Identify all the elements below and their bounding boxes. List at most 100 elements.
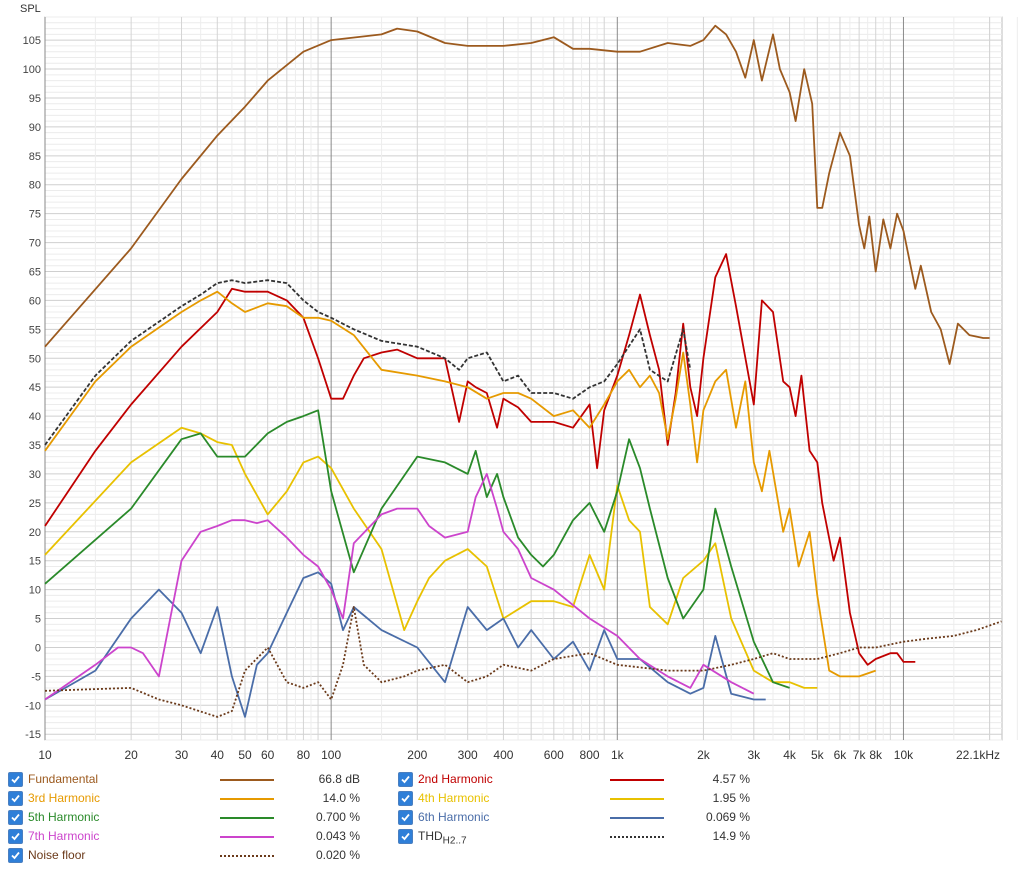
- series-thd-line: [44, 279, 692, 446]
- legend-value: 4.57 %: [712, 772, 750, 786]
- y-tick-label: -10: [25, 700, 41, 712]
- legend-value: 14.0 %: [322, 791, 360, 805]
- legend-item-2nd-harmonic[interactable]: 2nd Harmonic 4.57 %: [398, 770, 778, 789]
- y-tick-label: 85: [29, 151, 41, 163]
- legend-value: 66.8 dB: [318, 772, 360, 786]
- legend-swatch: [610, 817, 664, 819]
- y-tick-label: 60: [29, 295, 41, 307]
- x-tick-label: 5k: [811, 748, 825, 762]
- y-tick-label: 100: [23, 64, 41, 76]
- legend-label-subscript: H2..7: [442, 835, 467, 847]
- y-tick-labels: -15 -10 -5 0 5 10 15 20 25 30 35 40 45 50 55 60 65 70 75 80…: [23, 35, 41, 741]
- legend-label: 2nd Harmonic: [418, 772, 493, 786]
- y-tick-label: 30: [29, 469, 41, 481]
- y-tick-label: 75: [29, 209, 41, 221]
- y-tick-label: 90: [29, 122, 41, 134]
- y-tick-label: 65: [29, 266, 41, 278]
- x-tick-label: 8k: [869, 748, 883, 762]
- y-tick-label: 25: [29, 498, 41, 510]
- frequency-response-chart: SPL -15 -10 -5 0 5 10 15 20 25 30 35 40 45 50 55 60 65 70…: [20, 3, 1018, 762]
- legend-swatch: [220, 817, 274, 819]
- legend-swatch: [220, 779, 274, 781]
- legend: Fundamental 66.8 dB 2nd Harmonic 4.57 % 3rd …: [0, 764, 1024, 864]
- x-tick-label: 80: [297, 748, 311, 762]
- legend-value: 0.700 %: [315, 810, 360, 824]
- checkbox-checked-icon[interactable]: [398, 829, 413, 844]
- x-tick-labels: 10 20 30 40 50 60 80 100 200 300 400 600 800 1k 2k 3k 4k…: [38, 748, 1000, 762]
- x-tick-label: 100: [321, 748, 341, 762]
- legend-value: 0.020 %: [315, 848, 360, 862]
- legend-label: Fundamental: [28, 772, 99, 786]
- checkbox-checked-icon[interactable]: [8, 810, 23, 825]
- legend-item-thd[interactable]: THDH2..7 14.9 %: [398, 827, 778, 846]
- y-tick-label: 95: [29, 93, 41, 105]
- checkbox-checked-icon[interactable]: [398, 772, 413, 787]
- legend-label: 6th Harmonic: [418, 810, 490, 824]
- x-tick-label: 2k: [697, 748, 711, 762]
- y-tick-label: 10: [29, 585, 41, 597]
- x-tick-label: 40: [211, 748, 225, 762]
- checkbox-checked-icon[interactable]: [8, 848, 23, 863]
- series-6th-harmonic-line: [44, 571, 766, 718]
- checkbox-checked-icon[interactable]: [8, 772, 23, 787]
- legend-label: 7th Harmonic: [28, 829, 100, 843]
- x-tick-label: 4k: [783, 748, 797, 762]
- x-tick-label: 60: [261, 748, 275, 762]
- x-tick-label: 10: [38, 748, 52, 762]
- x-tick-label: 7k: [853, 748, 867, 762]
- x-tick-label: 1k: [611, 748, 625, 762]
- y-tick-label: 45: [29, 382, 41, 394]
- plot-area: [44, 16, 1003, 741]
- legend-value: 0.043 %: [315, 829, 360, 843]
- y-tick-label: -5: [31, 671, 41, 683]
- y-tick-label: 50: [29, 353, 41, 365]
- legend-swatch: [610, 798, 664, 800]
- y-tick-label: 5: [35, 614, 41, 626]
- y-tick-label: 55: [29, 324, 41, 336]
- x-tick-label: 200: [407, 748, 427, 762]
- series-fundamental-line: [44, 24, 990, 365]
- y-tick-label: 0: [35, 642, 41, 654]
- legend-swatch: [220, 836, 274, 838]
- y-tick-label: 40: [29, 411, 41, 423]
- legend-swatch: [220, 855, 274, 857]
- x-tick-label: 300: [458, 748, 478, 762]
- y-tick-label: 70: [29, 238, 41, 250]
- legend-item-noise-floor[interactable]: Noise floor 0.020 %: [8, 846, 388, 865]
- legend-item-4th-harmonic[interactable]: 4th Harmonic 1.95 %: [398, 789, 778, 808]
- legend-item-5th-harmonic[interactable]: 5th Harmonic 0.700 %: [8, 808, 388, 827]
- legend-item-fundamental[interactable]: Fundamental 66.8 dB: [8, 770, 388, 789]
- legend-swatch: [610, 779, 664, 781]
- x-tick-label: 3k: [747, 748, 761, 762]
- series-7th-harmonic-line: [44, 473, 755, 701]
- checkbox-checked-icon[interactable]: [398, 791, 413, 806]
- x-tick-label: 50: [238, 748, 252, 762]
- legend-label: THDH2..7: [418, 829, 467, 847]
- y-tick-label: 80: [29, 180, 41, 192]
- x-tick-label: 800: [580, 748, 600, 762]
- series-3rd-harmonic-line: [44, 290, 876, 678]
- y-tick-label: -15: [25, 729, 41, 741]
- series-noise-floor-line: [44, 606, 1002, 718]
- checkbox-checked-icon[interactable]: [8, 829, 23, 844]
- legend-label: Noise floor: [28, 848, 86, 862]
- legend-item-7th-harmonic[interactable]: 7th Harmonic 0.043 %: [8, 827, 388, 846]
- legend-item-6th-harmonic[interactable]: 6th Harmonic 0.069 %: [398, 808, 778, 827]
- x-tick-label: 400: [493, 748, 513, 762]
- x-tick-label: 6k: [834, 748, 848, 762]
- legend-label: 3rd Harmonic: [28, 791, 101, 805]
- legend-swatch: [220, 798, 274, 800]
- y-tick-label: 35: [29, 440, 41, 452]
- legend-swatch: [610, 836, 664, 838]
- checkbox-checked-icon[interactable]: [398, 810, 413, 825]
- checkbox-checked-icon[interactable]: [8, 791, 23, 806]
- x-tick-label: 20: [124, 748, 138, 762]
- x-tick-label: 600: [544, 748, 564, 762]
- y-tick-label: 105: [23, 35, 41, 47]
- legend-value: 14.9 %: [712, 829, 750, 843]
- legend-value: 0.069 %: [705, 810, 750, 824]
- series-5th-harmonic-line: [44, 409, 790, 689]
- legend-label: 5th Harmonic: [28, 810, 100, 824]
- legend-item-3rd-harmonic[interactable]: 3rd Harmonic 14.0 %: [8, 789, 388, 808]
- y-tick-label: 20: [29, 527, 41, 539]
